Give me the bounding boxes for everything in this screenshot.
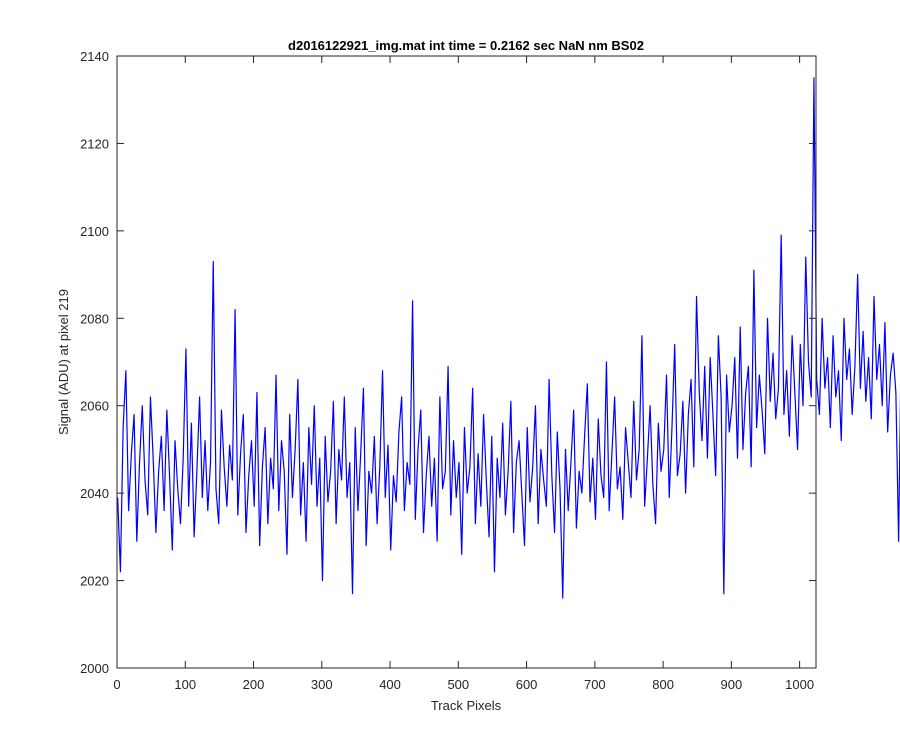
x-tick-label: 0 [113, 677, 120, 692]
x-tick-label: 700 [584, 677, 606, 692]
x-tick-label: 1000 [785, 677, 814, 692]
x-tick-label: 300 [311, 677, 333, 692]
x-tick-label: 400 [379, 677, 401, 692]
y-tick-label: 2080 [80, 311, 109, 326]
series-layer [117, 77, 900, 599]
y-tick-label: 2000 [80, 661, 109, 676]
x-tick-label: 600 [516, 677, 538, 692]
y-tick-label: 2020 [80, 574, 109, 589]
ticks-layer: 0 100 200 300 400 500 600 700 800 900 1000 2000 2020… [80, 49, 816, 692]
signal-series-line [117, 77, 900, 599]
y-tick-label: 2120 [80, 136, 109, 151]
y-tick-label: 2060 [80, 399, 109, 414]
chart-title: d2016122921_img.mat int time = 0.2162 se… [288, 38, 644, 53]
axes-layer [116, 55, 817, 669]
x-tick-label: 500 [447, 677, 469, 692]
x-axis-label: Track Pixels [431, 698, 502, 713]
x-tick-label: 900 [721, 677, 743, 692]
plot-area [117, 56, 816, 668]
y-tick-label: 2040 [80, 486, 109, 501]
x-tick-label: 800 [652, 677, 674, 692]
axes-box [116, 55, 817, 669]
x-tick-label: 200 [243, 677, 265, 692]
y-axis-label: Signal (ADU) at pixel 219 [56, 289, 71, 435]
y-tick-label: 2100 [80, 224, 109, 239]
x-tick-label: 100 [174, 677, 196, 692]
y-tick-label: 2140 [80, 49, 109, 64]
